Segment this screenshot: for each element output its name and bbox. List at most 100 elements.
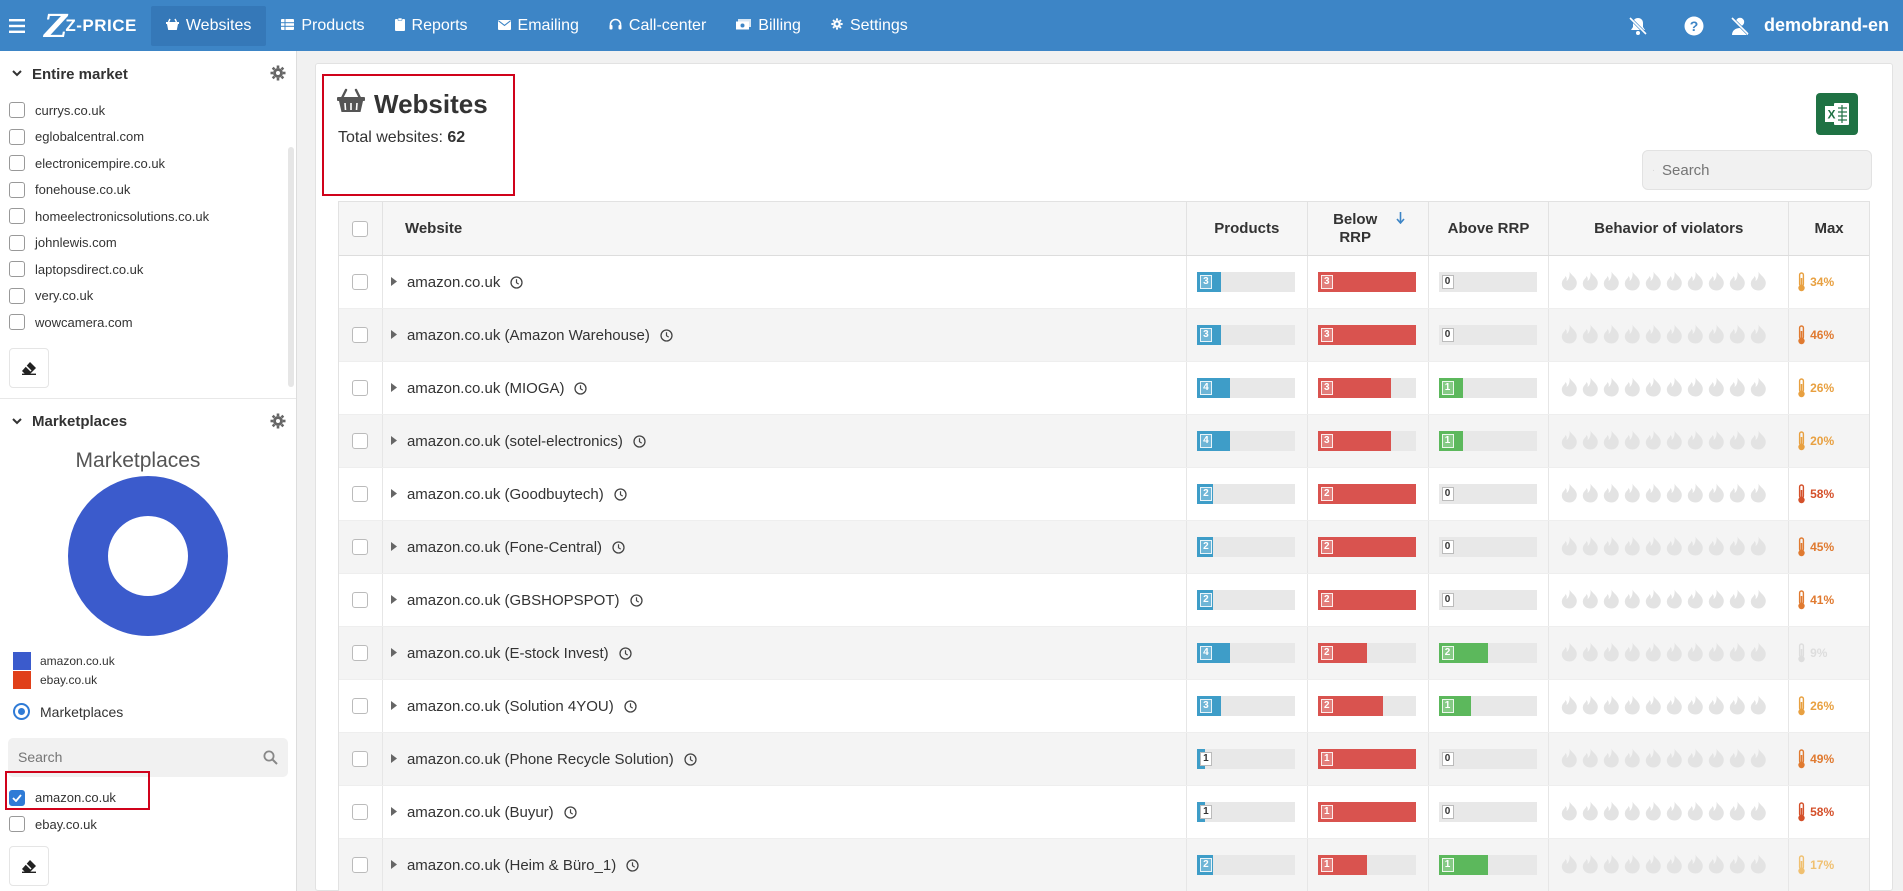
below-rrp-bar[interactable]: 2 <box>1317 696 1416 716</box>
expand-caret-icon[interactable] <box>390 488 397 500</box>
website-cell[interactable]: amazon.co.uk (Phone Recycle Solution) <box>383 733 1187 785</box>
website-name[interactable]: amazon.co.uk (MIOGA) <box>406 379 565 397</box>
products-bar[interactable]: 2 <box>1196 590 1295 610</box>
checkbox[interactable] <box>9 789 25 806</box>
website-name[interactable]: amazon.co.uk (Buyur) <box>406 803 554 821</box>
below-rrp-bar[interactable]: 2 <box>1317 537 1416 557</box>
expand-caret-icon[interactable] <box>390 859 397 871</box>
website-name[interactable]: amazon.co.uk (Amazon Warehouse) <box>406 326 650 344</box>
market-site-item[interactable]: homeelectronicsolutions.co.uk <box>9 203 296 230</box>
products-bar[interactable]: 3 <box>1196 272 1295 292</box>
website-name[interactable]: amazon.co.uk (Phone Recycle Solution) <box>406 750 674 768</box>
below-rrp-bar[interactable]: 2 <box>1317 590 1416 610</box>
website-name[interactable]: amazon.co.uk (sotel-electronics) <box>406 432 623 450</box>
clock-icon[interactable] <box>614 487 627 501</box>
checkbox[interactable] <box>9 155 25 172</box>
row-checkbox[interactable] <box>352 804 369 820</box>
nav-emailing[interactable]: Emailing <box>483 6 594 46</box>
row-checkbox[interactable] <box>352 645 369 661</box>
above-rrp-bar[interactable]: 0 <box>1438 802 1537 822</box>
website-name[interactable]: amazon.co.uk (Heim & Büro_1) <box>406 856 617 874</box>
website-cell[interactable]: amazon.co.uk (Amazon Warehouse) <box>383 309 1187 361</box>
nav-products[interactable]: Products <box>266 6 379 46</box>
website-search-input[interactable] <box>1662 161 1861 179</box>
market-site-item[interactable]: very.co.uk <box>9 283 296 310</box>
website-cell[interactable]: amazon.co.uk (Solution 4YOU) <box>383 680 1187 732</box>
market-site-item[interactable]: electronicempire.co.uk <box>9 150 296 177</box>
above-rrp-bar[interactable]: 0 <box>1438 537 1537 557</box>
market-site-item[interactable]: fonehouse.co.uk <box>9 177 296 204</box>
row-checkbox[interactable] <box>352 857 369 873</box>
gear-icon[interactable] <box>270 65 286 85</box>
notifications-off-icon[interactable] <box>1610 0 1666 51</box>
table-row[interactable]: amazon.co.uk (Heim & Büro_1) 2 1 1 17% <box>339 839 1869 891</box>
column-website[interactable]: Website <box>383 202 1187 255</box>
table-row[interactable]: amazon.co.uk (Fone-Central) 2 2 0 45% <box>339 521 1869 574</box>
table-row[interactable]: amazon.co.uk (E-stock Invest) 4 2 2 9% <box>339 627 1869 680</box>
website-name[interactable]: amazon.co.uk (Goodbuytech) <box>406 485 604 503</box>
table-row[interactable]: amazon.co.uk (MIOGA) 4 3 1 26% <box>339 362 1869 415</box>
entire-market-header[interactable]: Entire market <box>0 51 296 97</box>
expand-caret-icon[interactable] <box>390 276 397 288</box>
products-bar[interactable]: 1 <box>1196 802 1295 822</box>
expand-caret-icon[interactable] <box>390 435 397 447</box>
website-cell[interactable]: amazon.co.uk (E-stock Invest) <box>383 627 1187 679</box>
below-rrp-bar[interactable]: 3 <box>1317 378 1416 398</box>
checkbox[interactable] <box>9 234 25 251</box>
above-rrp-bar[interactable]: 2 <box>1438 643 1537 663</box>
website-name[interactable]: amazon.co.uk (GBSHOPSPOT) <box>406 591 620 609</box>
website-cell[interactable]: amazon.co.uk (Fone-Central) <box>383 521 1187 573</box>
products-bar[interactable]: 2 <box>1196 484 1295 504</box>
products-bar[interactable]: 3 <box>1196 696 1295 716</box>
clear-marketplace-filter-button[interactable] <box>9 845 49 886</box>
website-cell[interactable]: amazon.co.uk (sotel-electronics) <box>383 415 1187 467</box>
expand-caret-icon[interactable] <box>390 382 397 394</box>
above-rrp-bar[interactable]: 0 <box>1438 749 1537 769</box>
checkbox[interactable] <box>9 208 25 225</box>
table-row[interactable]: amazon.co.uk (Goodbuytech) 2 2 0 58% <box>339 468 1869 521</box>
table-row[interactable]: amazon.co.uk (Buyur) 1 1 0 58% <box>339 786 1869 839</box>
column-below-rrp[interactable]: Below RRP <box>1308 202 1429 255</box>
market-site-item[interactable]: laptopsdirect.co.uk <box>9 256 296 283</box>
sidebar-scrollbar[interactable] <box>288 147 294 387</box>
search-icon[interactable] <box>1653 163 1654 178</box>
nav-reports[interactable]: Reports <box>380 6 483 46</box>
products-bar[interactable]: 4 <box>1196 378 1295 398</box>
row-checkbox[interactable] <box>352 751 369 767</box>
donut-slice-amazon-co-uk[interactable] <box>68 475 228 636</box>
clock-icon[interactable] <box>574 381 588 395</box>
products-bar[interactable]: 4 <box>1196 431 1295 451</box>
products-bar[interactable]: 3 <box>1196 325 1295 345</box>
expand-caret-icon[interactable] <box>390 753 397 765</box>
clock-icon[interactable] <box>626 858 639 872</box>
table-row[interactable]: amazon.co.uk 3 3 0 34% <box>339 256 1869 309</box>
above-rrp-bar[interactable]: 0 <box>1438 590 1537 610</box>
clock-icon[interactable] <box>564 805 577 819</box>
nav-call-center[interactable]: Call-center <box>594 6 721 46</box>
nav-settings[interactable]: Settings <box>816 6 923 46</box>
expand-caret-icon[interactable] <box>390 541 397 553</box>
row-checkbox[interactable] <box>352 486 369 502</box>
checkbox[interactable] <box>9 181 25 198</box>
below-rrp-bar[interactable]: 3 <box>1317 431 1416 451</box>
marketplaces-radio[interactable]: Marketplaces <box>0 696 296 728</box>
below-rrp-bar[interactable]: 3 <box>1317 272 1416 292</box>
market-site-item[interactable]: wowcamera.com <box>9 309 296 336</box>
marketplace-option[interactable]: ebay.co.uk <box>9 811 296 838</box>
market-site-item[interactable]: eglobalcentral.com <box>9 124 296 151</box>
table-row[interactable]: amazon.co.uk (GBSHOPSPOT) 2 2 0 41% <box>339 574 1869 627</box>
row-checkbox[interactable] <box>352 433 369 449</box>
marketplaces-header[interactable]: Marketplaces <box>0 399 296 445</box>
above-rrp-bar[interactable]: 1 <box>1438 378 1537 398</box>
checkbox[interactable] <box>9 314 25 331</box>
below-rrp-bar[interactable]: 2 <box>1317 643 1416 663</box>
checkbox[interactable] <box>9 287 25 304</box>
column-products[interactable]: Products <box>1187 202 1308 255</box>
above-rrp-bar[interactable]: 0 <box>1438 484 1537 504</box>
select-all-checkbox[interactable] <box>352 220 369 237</box>
excel-export-button[interactable]: X <box>1816 93 1858 135</box>
menu-icon[interactable] <box>0 0 34 51</box>
market-site-item[interactable]: currys.co.uk <box>9 97 296 124</box>
above-rrp-bar[interactable]: 0 <box>1438 325 1537 345</box>
expand-caret-icon[interactable] <box>390 647 397 659</box>
